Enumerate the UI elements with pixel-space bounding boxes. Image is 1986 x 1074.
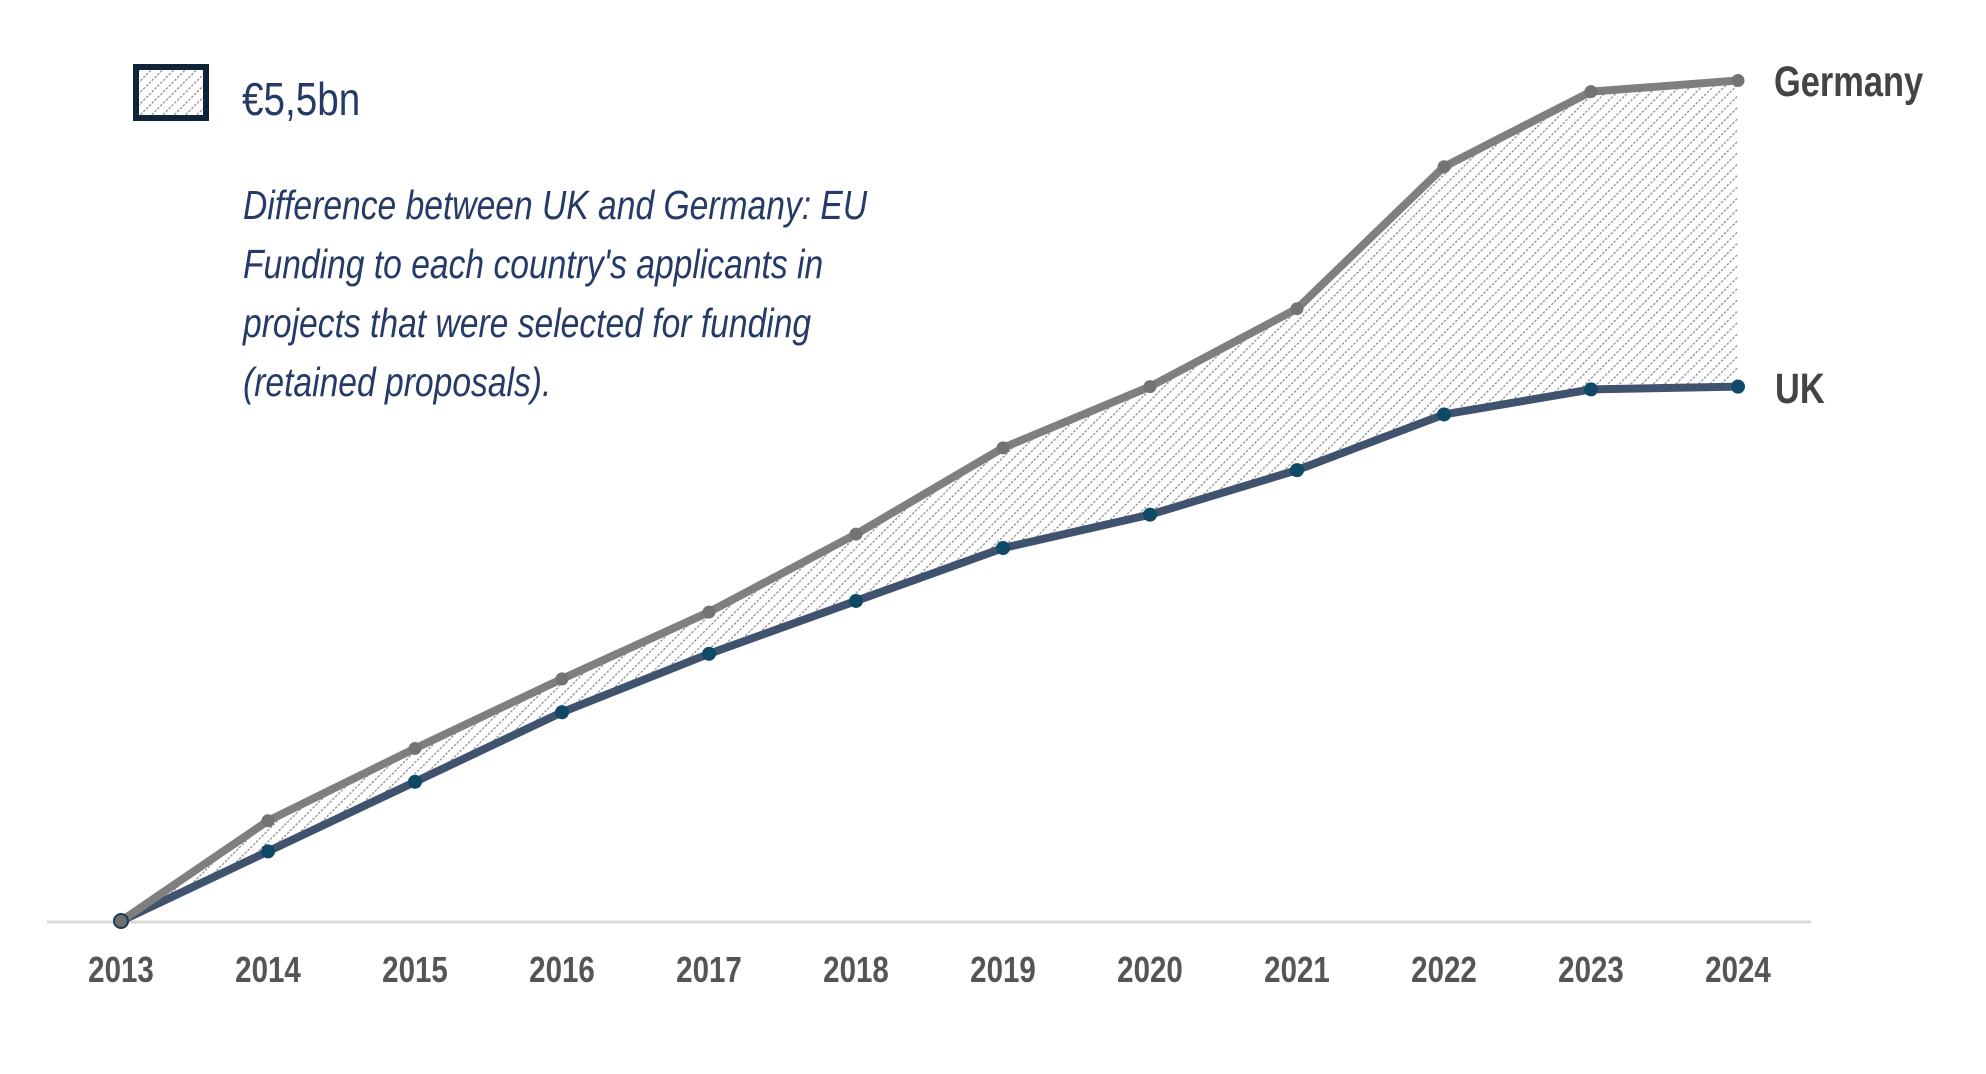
x-tick-label: 2021 <box>1264 949 1330 989</box>
annotation-line: Difference between UK and Germany: EU <box>243 182 868 228</box>
uk-data-point <box>555 705 569 720</box>
germany-data-point <box>1584 85 1598 99</box>
x-tick-label: 2023 <box>1558 949 1624 989</box>
annotation-line: (retained proposals). <box>243 359 552 405</box>
hatch-pattern-icon <box>139 70 203 115</box>
series-label-uk: UK <box>1775 365 1825 413</box>
uk-data-point <box>702 646 716 661</box>
uk-data-point <box>996 541 1010 556</box>
series-label-germany: Germany <box>1774 58 1924 106</box>
series-lines-layer <box>117 76 1742 925</box>
x-tick-label: 2022 <box>1411 949 1477 989</box>
x-tick-label: 2019 <box>970 949 1036 989</box>
uk-data-point <box>1290 463 1304 478</box>
legend-value-label: €5,5bn <box>242 73 361 125</box>
germany-data-point <box>849 527 863 541</box>
uk-data-point <box>113 913 129 929</box>
germany-data-point <box>1143 380 1157 394</box>
series-markers-layer <box>113 73 1745 929</box>
legend-swatch-hatched <box>133 64 209 121</box>
annotation-note: Difference between UK and Germany: EU Fu… <box>243 176 867 412</box>
x-tick-label: 2020 <box>1117 949 1183 989</box>
x-tick-label: 2017 <box>676 949 742 989</box>
germany-data-point <box>1437 160 1451 174</box>
germany-data-point <box>261 814 275 828</box>
germany-data-point <box>1290 302 1304 316</box>
x-tick-labels: 2013 2014 2015 2016 2017 2018 2019 2020 2021 2022… <box>88 949 1771 989</box>
x-tick-label: 2013 <box>88 949 154 989</box>
x-tick-label: 2018 <box>823 949 889 989</box>
uk-data-point <box>1584 382 1598 397</box>
uk-data-point <box>849 593 863 608</box>
x-tick-label: 2016 <box>529 949 595 989</box>
germany-data-point <box>555 672 569 686</box>
annotation-line: projects that were selected for funding <box>243 300 812 346</box>
difference-area-layer <box>121 80 1738 922</box>
germany-data-point <box>1731 73 1745 87</box>
uk-data-point <box>1731 379 1745 394</box>
uk-data-point <box>408 774 422 789</box>
series-line-uk <box>117 382 1742 925</box>
x-tick-label: 2024 <box>1705 949 1771 989</box>
uk-data-point <box>1437 407 1451 422</box>
series-line-germany <box>117 76 1742 925</box>
annotation-line: Funding to each country's applicants in <box>243 241 824 287</box>
x-tick-label: 2015 <box>382 949 448 989</box>
germany-data-point <box>702 605 716 619</box>
x-tick-label: 2014 <box>235 949 301 989</box>
germany-data-point <box>996 441 1010 455</box>
germany-data-point <box>408 741 422 755</box>
uk-data-point <box>1143 507 1157 522</box>
uk-data-point <box>261 844 275 859</box>
difference-hatched-area <box>121 80 1738 922</box>
